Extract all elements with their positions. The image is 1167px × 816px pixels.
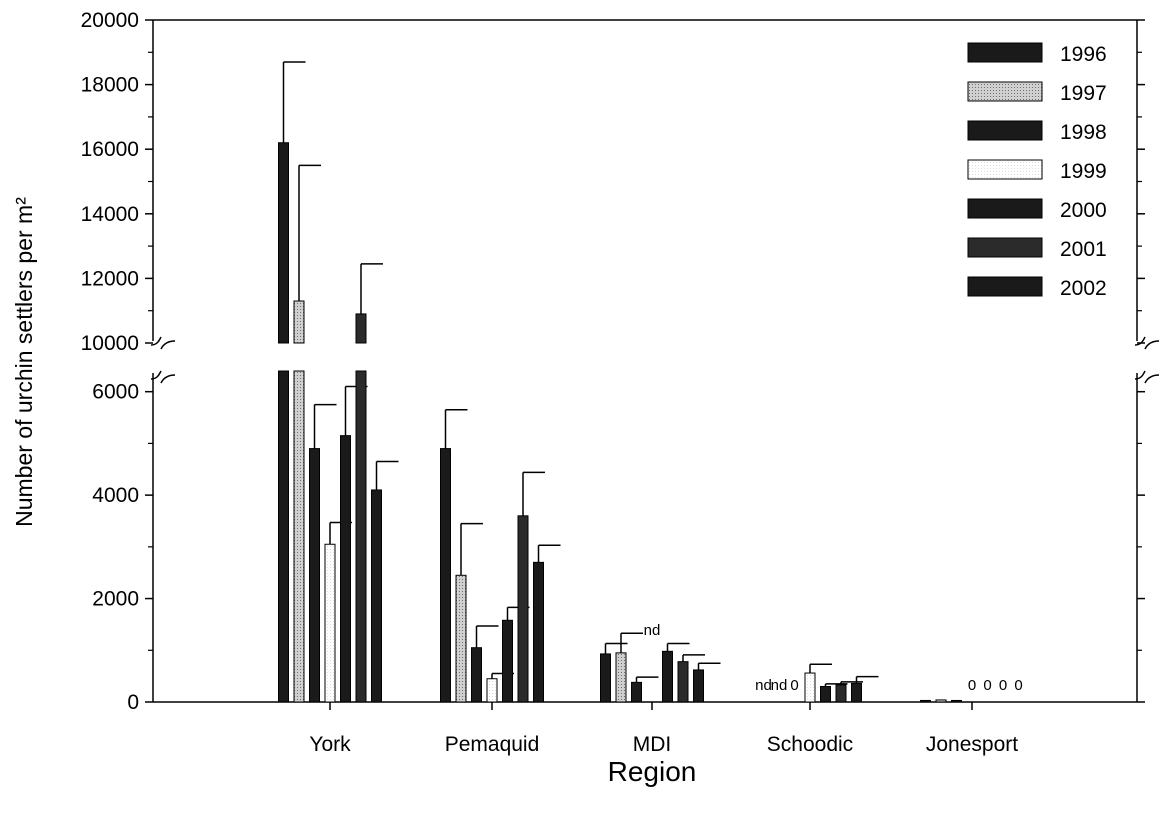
bar-2001-upper [355,313,367,344]
legend-swatch-2002 [967,276,1043,297]
bar-1997 [455,574,467,703]
bar-2002 [851,682,862,703]
legend: 1996 1997 1998 1999 2000 2001 2002 [967,42,1107,300]
bar-1997-upper [293,300,305,344]
x-axis-ticks: York Pemaquid MDI Schoodic Jonesport [309,702,1018,756]
y-tick-label: 4000 [92,484,139,507]
y-tick-label: 10000 [81,332,139,355]
bar-1996-lower [278,370,289,703]
bar-2000 [662,650,673,703]
annotation-label: nd [644,622,661,639]
bar-1996 [440,448,451,703]
y-tick-label: 2000 [92,588,139,611]
legend-label: 2001 [1060,238,1107,261]
legend-label: 1999 [1060,160,1107,183]
legend-label: 2000 [1060,199,1107,222]
y-tick-label: 16000 [81,138,139,161]
y-tick-label: 6000 [92,381,139,404]
bar-1998 [951,699,962,703]
bar-1997 [935,699,947,703]
legend-label: 1996 [1060,43,1107,66]
bar-1998 [309,448,320,703]
y-tick-label: 12000 [81,267,139,290]
legend-swatch-1996 [967,42,1043,63]
annotation-label: nd [771,677,788,694]
x-tick-label: Schoodic [767,733,853,756]
bar-2001 [517,515,529,703]
annotation-label: 0 [999,677,1007,694]
bar-2002 [693,669,704,703]
bar-2000 [340,435,351,703]
x-tick-label: Jonesport [926,733,1018,756]
y-tick-label: 18000 [81,74,139,97]
bar-1998 [471,647,482,703]
legend-label: 1997 [1060,82,1107,105]
y-tick-label: 20000 [81,9,139,32]
annotation-label: 0 [1014,677,1022,694]
legend-swatch-1997 [967,81,1043,102]
bar-1996 [920,699,931,703]
axis-break-mark [1134,370,1160,384]
bar-2000 [502,619,513,703]
bar-2002 [533,561,544,703]
legend-swatch-1998 [967,120,1043,141]
bar-1997 [615,652,627,703]
bar-1999 [804,672,816,703]
annotation-label: 0 [983,677,991,694]
x-tick-label: York [309,733,351,756]
bar-2000 [820,685,831,703]
x-axis-title: Region [608,756,697,787]
bar-1999 [324,543,336,703]
bar-1996 [600,653,611,703]
annotation-label: nd [755,677,772,694]
bar-1997-lower [293,370,305,703]
legend-swatch-2000 [967,198,1043,219]
bar-1999 [486,678,498,703]
bar-2001 [835,684,847,703]
legend-label: 1998 [1060,121,1107,144]
bars [278,61,962,703]
legend-swatch-2001 [967,237,1043,258]
axis-break-mark [150,370,176,384]
legend-label: 2002 [1060,277,1107,300]
bar-1996-upper [278,142,289,344]
x-tick-label: MDI [633,733,672,756]
annotation-label: 0 [968,677,976,694]
annotation-label: 0 [790,677,798,694]
bar-2001 [677,661,689,703]
y-tick-label: 14000 [81,203,139,226]
bar-2002 [371,489,382,703]
bar-1998 [631,681,642,703]
axis-break-mark [150,336,176,350]
legend-swatch-1999 [967,159,1043,180]
x-tick-label: Pemaquid [445,733,540,756]
bar-2001-lower [355,370,367,703]
y-axis-ticks: 0 2000 4000 6000 10000 12000 14000 16000 18000 20… [81,9,1145,714]
y-axis-title: Number of urchin settlers per m² [11,197,37,527]
y-tick-label: 0 [127,691,139,714]
